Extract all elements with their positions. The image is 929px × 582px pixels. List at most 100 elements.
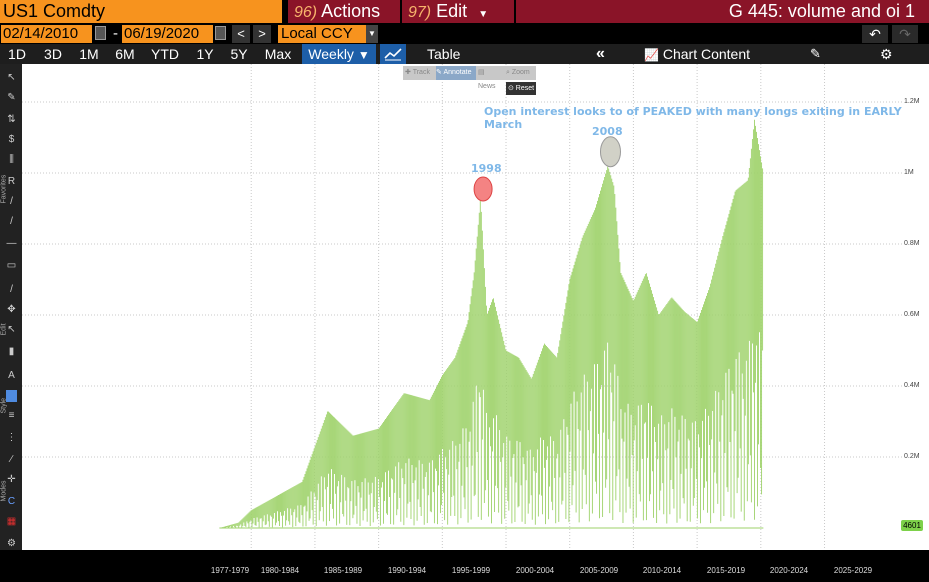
x-tick-label: 2025-2029	[833, 566, 873, 575]
peak-marker-2008[interactable]	[599, 136, 621, 168]
x-tick-label: 1995-1999	[451, 566, 491, 575]
x-axis	[0, 550, 929, 582]
annotation-2008[interactable]: 2008	[592, 125, 623, 138]
news-icon: ▤	[478, 69, 485, 76]
period-3d[interactable]: 3D	[44, 46, 62, 62]
crosshair-icon[interactable]: ✛	[7, 474, 16, 485]
date-separator: -	[113, 25, 118, 42]
zoom-tool[interactable]: ⌕ Zoom	[506, 69, 530, 76]
chevron-down-icon: ▼	[357, 48, 370, 62]
pen-icon[interactable]: /	[10, 216, 13, 227]
graph-title: G 445: volume and oi 1	[516, 0, 929, 23]
table-button[interactable]: Table	[427, 46, 461, 62]
ruler-icon[interactable]: R	[7, 176, 16, 187]
edit-menu[interactable]: 97) Edit ▼	[402, 0, 514, 23]
sidebar-label-style: Style	[0, 397, 8, 414]
undo-button[interactable]: ↶	[862, 25, 888, 43]
color-swatch-icon[interactable]	[6, 390, 17, 402]
start-date-field[interactable]: 02/14/2010	[1, 25, 92, 43]
chart-content-button[interactable]: 📈 Chart Content	[644, 44, 750, 64]
track-tool[interactable]: ✚ Track	[405, 69, 430, 76]
candle-icon[interactable]: ⫼	[9, 154, 14, 165]
sidebar-label-modes: Modes	[0, 480, 8, 502]
chart-content-icon: 📈	[644, 48, 659, 62]
calendar-icon[interactable]	[95, 26, 106, 40]
redo-button[interactable]: ↷	[892, 25, 918, 43]
magnet-icon[interactable]: ∕	[10, 454, 13, 465]
y-tick-label: 1.2M	[904, 98, 920, 105]
ticker-field[interactable]: US1 Comdty	[0, 0, 282, 23]
chevron-down-icon: ▼	[478, 9, 489, 20]
y-tick-label: 0.8M	[904, 240, 920, 247]
y-tick-label: 0.2M	[904, 453, 920, 460]
last-value-badge: 4601	[901, 520, 923, 531]
line-tool-icon[interactable]: /	[10, 284, 13, 295]
pencil-icon[interactable]: ✎	[7, 92, 16, 103]
tool-sidebar	[0, 64, 22, 554]
sidebar-label-edit: Edit	[0, 323, 8, 336]
dollar-icon[interactable]: $	[8, 134, 15, 145]
peak-marker-1998[interactable]	[473, 176, 493, 202]
x-tick-label: 1990-1994	[387, 566, 427, 575]
move-icon[interactable]: ✥	[7, 304, 16, 315]
period-5y[interactable]: 5Y	[230, 46, 248, 62]
end-date-field[interactable]: 06/19/2020	[122, 25, 213, 43]
pencil-icon: ✎	[436, 69, 442, 76]
horizontal-line-icon[interactable]: —	[6, 238, 17, 249]
snap-icon[interactable]: C	[7, 496, 16, 507]
annotate-tool[interactable]: ✎ Annotate	[436, 66, 476, 80]
edit-icon[interactable]: ✎	[810, 46, 821, 61]
annotation-peak-note[interactable]: Open interest looks to of PEAKED with ma…	[484, 105, 902, 131]
annotation-1998[interactable]: 1998	[471, 162, 502, 175]
actions-menu-label: Actions	[321, 1, 381, 21]
cursor-icon[interactable]: ↖	[7, 324, 16, 335]
x-tick-label: 2015-2019	[706, 566, 746, 575]
period-bar	[0, 44, 929, 64]
actions-menu[interactable]: 96) Actions ▼	[288, 0, 400, 44]
pointer-icon[interactable]: ↖	[7, 72, 16, 83]
brush-icon[interactable]: /	[10, 196, 13, 207]
reset-button[interactable]: ⊙ Reset	[506, 82, 536, 95]
x-tick-label: 2020-2024	[769, 566, 809, 575]
colors-icon[interactable]: ▦	[6, 516, 17, 527]
period-1d[interactable]: 1D	[8, 46, 26, 62]
sidebar-label-favorites: Favorites	[0, 174, 8, 204]
trash-icon[interactable]: ▮	[8, 346, 15, 357]
line-chart-icon[interactable]	[380, 44, 406, 64]
gear-icon[interactable]: ⚙	[880, 46, 893, 62]
line-weight-icon[interactable]: ≡	[8, 410, 15, 421]
y-tick-label: 0.4M	[904, 382, 920, 389]
news-tool[interactable]: ▤ News	[478, 69, 496, 90]
y-tick-label: 1M	[904, 169, 914, 176]
edit-menu-number: 97)	[408, 4, 432, 21]
text-style-icon[interactable]: A	[8, 370, 15, 381]
period-1y[interactable]: 1Y	[196, 46, 214, 62]
period-max[interactable]: Max	[264, 46, 292, 62]
next-period-button[interactable]: >	[253, 25, 271, 43]
collapse-button[interactable]: «	[596, 45, 605, 62]
chart-svg	[22, 64, 902, 550]
eraser-icon[interactable]: ▭	[6, 260, 17, 271]
settings-icon[interactable]: ⚙	[7, 538, 16, 549]
calendar-icon[interactable]	[215, 26, 226, 40]
chart-area[interactable]	[22, 64, 929, 550]
currency-select[interactable]: Local CCY	[278, 25, 366, 43]
line-style-icon[interactable]: ⋮	[6, 432, 17, 443]
x-tick-label: 2000-2004	[515, 566, 555, 575]
frequency-select[interactable]: Weekly ▼	[302, 44, 376, 64]
period-6m[interactable]: 6M	[115, 46, 135, 62]
edit-menu-label: Edit	[436, 1, 468, 21]
fib-icon[interactable]: ⇅	[7, 114, 16, 125]
x-tick-label: 1985-1989	[323, 566, 363, 575]
plus-icon: ✚	[405, 69, 411, 76]
prev-period-button[interactable]: <	[232, 25, 250, 43]
frequency-label: Weekly	[308, 46, 354, 62]
x-tick-label: 1977-1979	[210, 566, 250, 575]
chart-content-label: Chart Content	[662, 46, 751, 62]
reset-icon: ⊙	[507, 85, 514, 92]
chevron-down-icon[interactable]: ▼	[366, 25, 378, 43]
period-ytd[interactable]: YTD	[151, 46, 179, 62]
period-1m[interactable]: 1M	[79, 46, 99, 62]
x-tick-label: 2005-2009	[579, 566, 619, 575]
zoom-icon: ⌕	[506, 69, 510, 76]
